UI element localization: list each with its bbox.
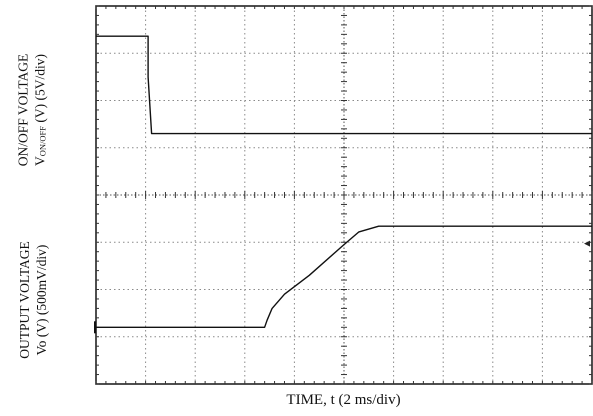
- traces: [96, 35, 592, 328]
- center-axis-ticks: [95, 5, 593, 385]
- ylabel-on-off-voltage: ON/OFF VOLTAGE VON/OFF (V) (5V/div): [15, 54, 52, 167]
- ylabel-output-line2: Vo (V) (500mV/div): [34, 244, 49, 356]
- channel-markers: [94, 240, 590, 334]
- xlabel: TIME, t (2 ms/div): [286, 392, 401, 408]
- ylabel-on-off-line2: VON/OFF (V) (5V/div): [32, 54, 48, 166]
- ylabel-output-voltage: OUTPUT VOLTAGE Vo (V) (500mV/div): [16, 241, 50, 359]
- ylabel-output-line1: OUTPUT VOLTAGE: [17, 241, 32, 359]
- trace-output-voltage: [96, 225, 592, 328]
- trigger-level-marker: [584, 240, 590, 247]
- trace-on-off-voltage: [96, 35, 592, 135]
- ylabel-on-off-line1: ON/OFF VOLTAGE: [15, 53, 31, 167]
